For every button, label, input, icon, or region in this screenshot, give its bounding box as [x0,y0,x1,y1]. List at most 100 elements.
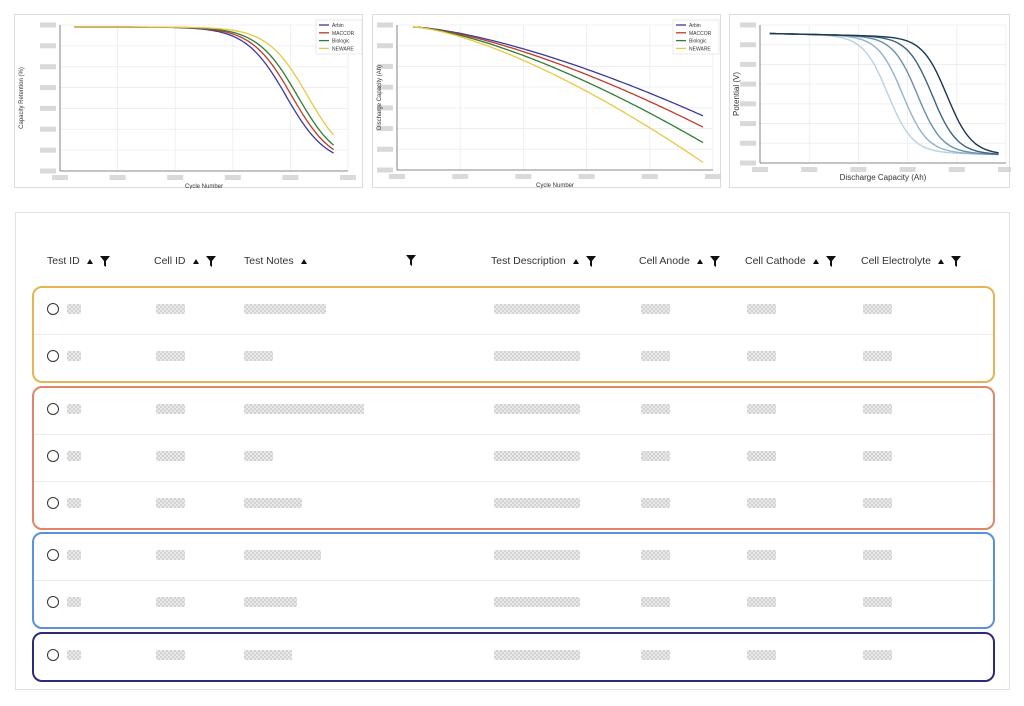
table-row[interactable]: xxxxxxxxxxxxxxxxxxxxxxxxxxxxxxxxxxxxxxxx… [34,335,993,381]
cell-test-description-redacted: xxxxxxxxxxxxxxxxxx [494,498,580,508]
filter-icon[interactable] [99,255,110,267]
sort-ascending-icon[interactable] [696,258,703,264]
cell-test-notes-redacted: xxxxxxxxxxxxxxxxx [244,304,326,314]
cell-text: xxxxxx [156,404,157,405]
row-select-radio[interactable] [47,596,59,608]
table-row[interactable]: xxxxxxxxxxxxxxxxxxxxxxxxxxxxxxxxxxxxxxxx… [34,288,993,335]
cell-test-id-redacted: xxx [67,498,81,508]
cell-test-notes-redacted: xxxxxx [244,351,273,361]
x-tick-label [641,174,658,179]
y-tick-label [40,43,56,49]
sort-ascending-icon[interactable] [812,258,819,264]
y-tick-label [740,121,756,127]
cell-cell-electrolyte-redacted: xxxxxx [863,498,892,508]
row-select-radio[interactable] [47,403,59,415]
y-tick-label [40,85,56,91]
row-select-radio[interactable] [47,497,59,509]
filter-icon[interactable] [205,255,216,267]
cell-text: xxxxxxxxxxxxxxxxxx [494,451,495,452]
column-header-cell-cathode[interactable]: Cell Cathode [745,255,836,267]
y-tick-label [40,22,56,28]
column-header-label: Cell Anode [639,255,690,267]
column-header-label: Test Description [491,255,566,267]
column-header-cell-anode[interactable]: Cell Anode [639,255,720,267]
sort-ascending-icon[interactable] [300,258,307,264]
cell-test-id-redacted: xxx [67,451,81,461]
row-select-radio[interactable] [47,450,59,462]
cell-text: xxxxxx [156,550,157,551]
legend-label: NEWARE [332,46,354,52]
table-row[interactable]: xxxxxxxxxxxxxxxxxxxxxxxxxxxxxxxxxxxxxxxx… [34,581,993,627]
cell-cell-cathode-redacted: xxxxxx [747,351,776,361]
cell-test-notes-redacted: xxxxxxxxxxxxxxxx [244,550,321,560]
cell-cell-cathode-redacted: xxxxxx [747,550,776,560]
cell-text: xxxxxx [863,498,864,499]
voltage-curve [769,32,999,156]
cell-text: xxxxxx [863,304,864,305]
row-select-radio[interactable] [47,649,59,661]
row-group-2: xxxxxxxxxxxxxxxxxxxxxxxxxxxxxxxxxxxxxxxx… [32,386,995,530]
row-group-3: xxxxxxxxxxxxxxxxxxxxxxxxxxxxxxxxxxxxxxxx… [32,532,995,629]
cell-text: xxxxxxxxxxxxxxxxxx [494,597,495,598]
cell-text: xxxxxxxxxxx [244,597,245,598]
y-tick-label [740,140,756,146]
filter-icon[interactable] [951,255,962,267]
sort-ascending-icon[interactable] [938,258,945,264]
filter-icon[interactable] [406,255,416,266]
column-header-cell-id[interactable]: Cell ID [154,255,216,267]
discharge-capacity-chart-svg: Cycle Number Discharge Capacity (Ah) Arbin… [377,19,721,189]
voltage-curve [769,32,999,155]
row-group-4: xxxxxxxxxxxxxxxxxxxxxxxxxxxxxxxxxxxxxxxx… [32,632,995,682]
legend-label: Arbin [689,23,701,29]
column-header-test-description[interactable]: Test Description [491,255,596,267]
table-row[interactable]: xxxxxxxxxxxxxxxxxxxxxxxxxxxxxxxxxxxxxxxx… [34,634,993,680]
cell-test-id-redacted: xxx [67,550,81,560]
table-row[interactable]: xxxxxxxxxxxxxxxxxxxxxxxxxxxxxxxxxxxxxxxx… [34,482,993,528]
cell-text: xxxxxx [747,404,748,405]
sort-ascending-icon[interactable] [572,258,579,264]
voltage-curve [769,32,999,156]
row-select-radio[interactable] [47,303,59,315]
cell-test-id-redacted: xxx [67,597,81,607]
cell-test-description-redacted: xxxxxxxxxxxxxxxxxx [494,404,580,414]
cell-cell-cathode-redacted: xxxxxx [747,304,776,314]
table-row[interactable]: xxxxxxxxxxxxxxxxxxxxxxxxxxxxxxxxxxxxxxxx… [34,435,993,482]
x-tick-label [340,175,356,180]
filter-icon[interactable] [825,255,836,267]
y-tick-label [377,167,393,173]
table-row[interactable]: xxxxxxxxxxxxxxxxxxxxxxxxxxxxxxxxxxxxxxxx… [34,388,993,435]
row-group-1: xxxxxxxxxxxxxxxxxxxxxxxxxxxxxxxxxxxxxxxx… [32,286,995,383]
cell-text: xxxxxxxxxxxxxxxxxx [494,550,495,551]
filter-icon[interactable] [709,255,720,267]
test-results-table: Test ID Cell ID Test Notes Test Description… [15,212,1010,690]
column-header-test-id[interactable]: Test ID [47,255,110,267]
cell-text: xxxxxx [641,451,642,452]
cell-text: xxxxxx [641,550,642,551]
table-row[interactable]: xxxxxxxxxxxxxxxxxxxxxxxxxxxxxxxxxxxxxxxx… [34,534,993,581]
legend-label: MACCOR [332,31,355,37]
cell-cell-anode-redacted: xxxxxx [641,498,670,508]
cell-test-description-redacted: xxxxxxxxxxxxxxxxxx [494,597,580,607]
row-select-radio[interactable] [47,350,59,362]
cell-cell-anode-redacted: xxxxxx [641,550,670,560]
filter-icon[interactable] [585,255,596,267]
cell-text: xxx [67,304,68,305]
sort-ascending-icon[interactable] [86,258,93,264]
test-notes-filter-button[interactable] [406,255,416,266]
x-tick-label [282,175,299,180]
cell-text: xxxxxx [156,498,157,499]
cell-text: xxxxxx [641,404,642,405]
cell-cell-electrolyte-redacted: xxxxxx [863,304,892,314]
row-select-radio[interactable] [47,549,59,561]
y-tick-label [740,160,756,166]
cell-text: xxxxxx [747,498,748,499]
sort-ascending-icon[interactable] [192,258,199,264]
column-header-cell-electrolyte[interactable]: Cell Electrolyte [861,255,962,267]
capacity-retention-chart-svg: Cycle Number Capacity Retention (%) Arbin M… [19,19,363,189]
legend-label: Biologic [332,39,350,45]
column-header-test-notes[interactable]: Test Notes [244,255,307,267]
cell-cell-cathode-redacted: xxxxxx [747,597,776,607]
cell-test-description-redacted: xxxxxxxxxxxxxxxxxx [494,351,580,361]
cell-cell-anode-redacted: xxxxxx [641,451,670,461]
